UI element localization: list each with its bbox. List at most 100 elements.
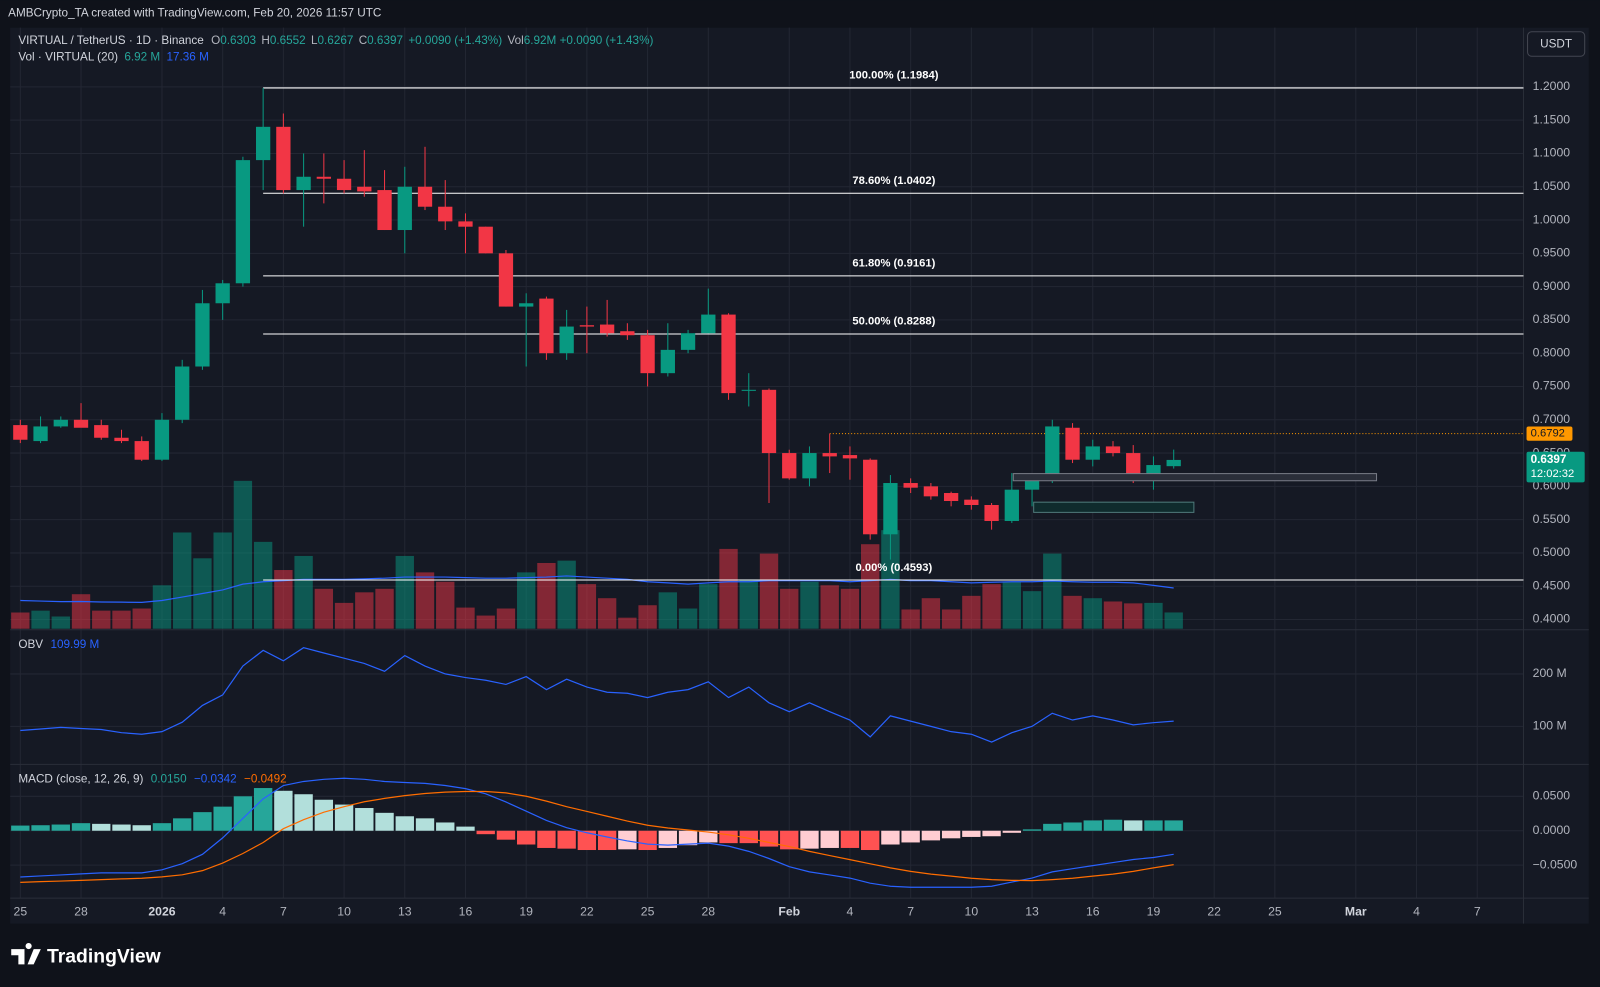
candle-body [782,453,797,479]
x-tick-label: 7 [907,905,914,919]
macd-histogram-bar [840,830,860,848]
x-tick-label: 25 [641,905,655,919]
macd-histogram-bar [699,830,718,843]
macd-histogram-bar [597,830,617,851]
y-tick-label: 0.5500 [1533,512,1571,526]
candle-body [1065,427,1080,460]
macd-tick-label: −0.0500 [1533,857,1578,871]
volume-bar [476,615,495,629]
macd-histogram-bar [233,796,253,831]
candle-body [336,178,352,191]
macd-histogram-bar [395,816,414,831]
x-tick-label: 16 [1086,905,1100,919]
volume-bar [860,544,880,629]
volume-bar [253,541,273,629]
candle-body [1085,446,1100,460]
logo-icon [11,942,41,965]
brand: TradingView [47,945,162,967]
macd-histogram-bar [537,830,556,848]
x-tick-label: 19 [519,905,533,919]
macd-histogram-bar [1164,820,1183,831]
obv-tick-label: 200 M [1533,666,1567,680]
volume-bar [517,572,536,629]
x-tick-label: 10 [337,905,351,919]
obv-title: OBV [18,638,43,651]
ohlc-value: 0.6552 [270,34,306,47]
macd-histogram-bar [294,794,313,831]
candle-body [175,366,190,420]
candle-body [154,419,170,460]
zone [1012,473,1378,482]
candle-body [33,426,48,442]
y-tick-label: 0.5000 [1533,545,1571,559]
macd-histogram-bar [860,830,880,851]
volume-bar [557,560,576,629]
macd-tick-label: 0.0000 [1533,823,1571,837]
obv-tick-label: 100 M [1533,719,1567,733]
currency[interactable]: USDT [1540,38,1572,51]
macd-histogram-bar [618,830,637,850]
volume-bar [496,608,516,629]
volume-bar [739,579,758,629]
candle-body [1166,459,1181,467]
candle-body [964,499,979,505]
candle-body [255,126,271,161]
ohlc-letter: C [359,34,368,47]
volume-bar [1103,601,1123,629]
candle-body [599,324,615,334]
plot: 100.00% (1.1984) 78.60% (1.0402) 61.80% (0… [11,70,1524,888]
y-tick-label: 1.0500 [1533,179,1571,193]
macd-histogram-bar [71,823,91,831]
candle-body [1045,426,1060,480]
y-tick-label: 0.9000 [1533,279,1571,293]
candle-body [680,333,696,350]
candle-body [458,221,473,227]
candle-body [701,314,716,334]
macd-histogram-bar [517,830,536,845]
volume-bar [334,602,354,629]
candle-body [943,493,959,502]
price-line-badge [1526,426,1573,441]
fib-label: 50.00% (0.8288) [852,316,935,328]
candle-body [761,389,777,454]
volume-bar [982,584,1001,629]
macd-histogram-bar [577,830,597,851]
volume-bar [233,480,253,629]
candle-body [842,455,858,459]
macd-histogram-bar [476,830,495,835]
x-tick-label: 13 [1025,905,1039,919]
candle-body [620,331,635,336]
x-tick-label: 22 [580,905,594,919]
macd-histogram-bar [11,825,30,831]
macd-histogram-bar [759,830,779,847]
last-price-badge [1526,451,1585,483]
macd-histogram-bar [941,830,961,839]
macd-histogram-bar [658,830,678,848]
volume-ma-value: 17.36 M [167,50,209,63]
candle-body [53,419,68,427]
volume-title: Vol · VIRTUAL (20) [18,50,118,63]
candle-body [235,160,251,284]
candle-body [13,425,28,440]
macd-histogram-bar [173,818,192,831]
candle-body [134,441,149,460]
macd-histogram-bar [557,830,576,849]
candle-body [215,283,230,304]
currency-button[interactable] [1527,31,1586,57]
volume-bar [132,608,151,629]
x-tick-label: 7 [1474,905,1481,919]
macd-histogram-bar [881,830,900,845]
volume-bar [1063,595,1082,629]
y-tick-label: 0.7500 [1533,379,1571,393]
price-line-label: 0.6792 [1531,428,1565,440]
macd-histogram-bar [456,826,475,831]
ohlc-letter: O [211,34,220,47]
volume-bar [901,609,920,629]
volume-bar [314,588,334,629]
macd-value: −0.0342 [194,773,237,786]
volume-bar [31,610,50,629]
macd-histogram-bar [496,830,516,840]
volume-bar [800,581,819,629]
countdown: 12:02:32 [1531,468,1575,480]
volume-bar [436,581,455,629]
